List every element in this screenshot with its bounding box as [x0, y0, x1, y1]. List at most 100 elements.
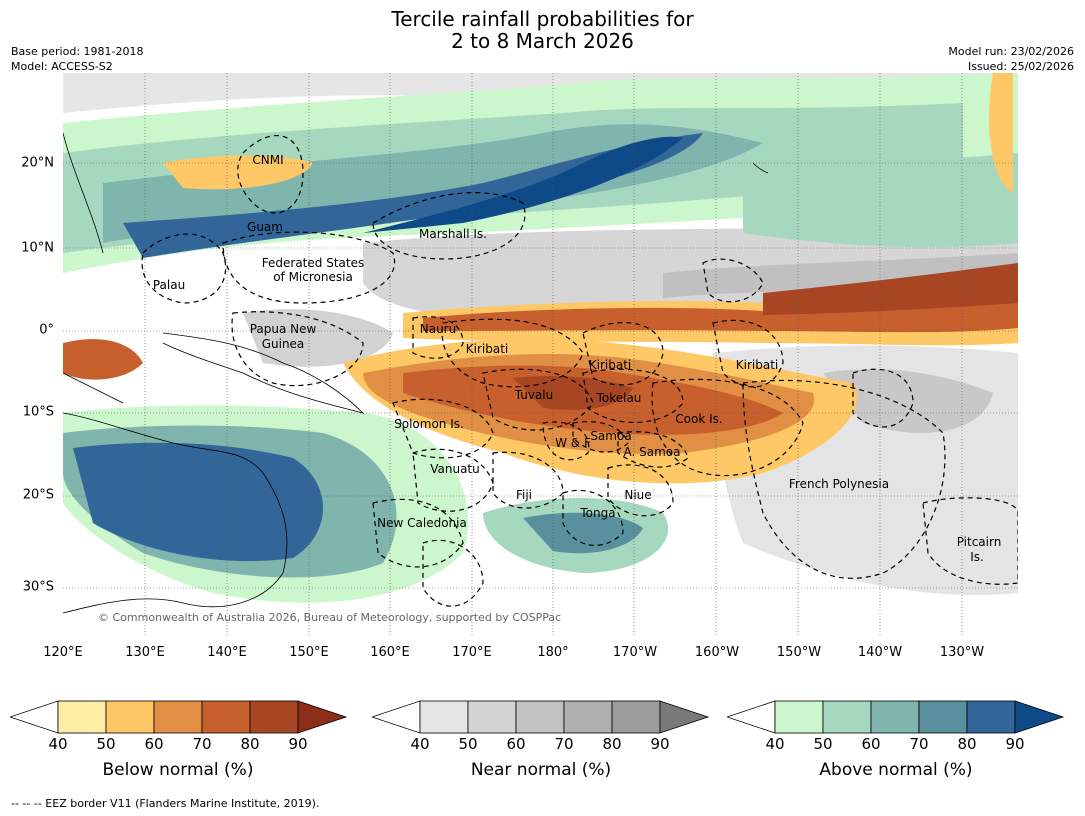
colorbar-tick: 40 — [48, 735, 68, 753]
eez-legend-note: -- -- -- EEZ border V11 (Flanders Marine… — [11, 797, 320, 810]
region-label: French Polynesia — [789, 477, 889, 491]
model-run: Model run: 23/02/2026 — [948, 45, 1074, 58]
near-normal-colorbar — [372, 700, 710, 734]
copyright-notice: © Commonwealth of Australia 2026, Bureau… — [98, 611, 561, 624]
longitude-label: 180° — [537, 645, 569, 660]
longitude-label: 170°E — [452, 645, 492, 660]
region-label: Federated States — [262, 256, 364, 270]
colorbar-tick: 50 — [813, 735, 833, 753]
colorbar-tick: 70 — [909, 735, 929, 753]
region-label: CNMI — [252, 153, 283, 167]
below-normal-colorbar — [10, 700, 348, 734]
latitude-label: 0° — [39, 322, 54, 338]
colorbar-extend-high — [659, 700, 710, 734]
colorbar-tick: 40 — [410, 735, 430, 753]
colorbar-tick: 50 — [458, 735, 478, 753]
colorbar-segment — [611, 700, 661, 734]
longitude-label: 150°E — [289, 645, 329, 660]
region-labels: CNMI Guam Marshall Is. Federated States … — [153, 153, 1001, 564]
region-label: Nauru — [420, 322, 456, 336]
title-line-1: Tercile rainfall probabilities for — [391, 7, 694, 31]
colorbar-segment — [966, 700, 1016, 734]
colorbar-segment — [153, 700, 203, 734]
colorbar-tick: 40 — [765, 735, 785, 753]
colorbar-segment — [918, 700, 968, 734]
region-label: Pitcairn — [957, 535, 1002, 549]
region-label: Marshall Is. — [419, 227, 487, 241]
region-label: Vanuatu — [430, 462, 480, 476]
graticule — [63, 73, 1018, 636]
region-label: Fiji — [516, 488, 532, 502]
region-label: A. Samoa — [624, 445, 681, 459]
above-normal-title: Above normal (%) — [819, 760, 973, 780]
region-label: Is. — [970, 550, 984, 564]
colorbar-segment — [57, 700, 107, 734]
region-label: Guam — [247, 220, 283, 234]
colorbar-segment — [774, 700, 824, 734]
region-label: Palau — [153, 278, 185, 292]
region-label: Cook Is. — [675, 412, 722, 426]
colorbar-extend-high — [1014, 700, 1065, 734]
latitude-label: 10°S — [22, 404, 54, 420]
below-normal-title: Below normal (%) — [102, 760, 254, 780]
map-title: Tercile rainfall probabilities for 2 to … — [0, 8, 1085, 52]
colorbar-segment — [201, 700, 251, 734]
longitude-label: 150°W — [776, 645, 822, 660]
region-label: Tonga — [579, 506, 615, 520]
colorbar-tick: 90 — [288, 735, 308, 753]
latitude-label: 20°N — [21, 155, 54, 171]
region-label: Samoa — [590, 429, 631, 443]
colorbar-tick: 60 — [506, 735, 526, 753]
region-label: W & F — [555, 436, 591, 450]
region-label: Kiribati — [589, 358, 631, 372]
longitude-label: 140°W — [857, 645, 903, 660]
issued-date: Issued: 25/02/2026 — [967, 60, 1074, 73]
longitude-label: 160°E — [370, 645, 410, 660]
colorbar-segment — [467, 700, 517, 734]
region-label: Niue — [624, 488, 651, 502]
near-normal-title: Near normal (%) — [470, 760, 612, 780]
longitude-label: 140°E — [207, 645, 247, 660]
colorbar-segment — [822, 700, 872, 734]
above-normal-colorbar — [727, 700, 1065, 734]
region-label: Kiribati — [466, 342, 508, 356]
latitude-label: 10°N — [21, 240, 54, 256]
colorbar-tick: 90 — [650, 735, 670, 753]
colorbar-tick: 80 — [240, 735, 260, 753]
colorbar-tick: 80 — [602, 735, 622, 753]
coastlines — [63, 132, 769, 614]
longitude-label: 170°W — [612, 645, 658, 660]
region-label: New Caledonia — [377, 516, 467, 530]
colorbar-segment — [563, 700, 613, 734]
colorbar-segment — [105, 700, 155, 734]
model-info: Base period: 1981-2018 Model: ACCESS-S2 — [11, 44, 143, 74]
colorbar-extend-high — [297, 700, 348, 734]
colorbar-tick: 60 — [144, 735, 164, 753]
colorbar-extend-low — [10, 700, 59, 734]
latitude-label: 30°S — [22, 579, 54, 595]
colorbar-extend-low — [372, 700, 421, 734]
title-line-2: 2 to 8 March 2026 — [451, 29, 634, 53]
model-name: Model: ACCESS-S2 — [11, 60, 113, 73]
rainfall-probability-map: CNMI Guam Marshall Is. Federated States … — [63, 73, 1018, 636]
colorbar-tick: 80 — [957, 735, 977, 753]
longitude-label: 120°E — [43, 645, 83, 660]
run-info: Model run: 23/02/2026 Issued: 25/02/2026 — [948, 44, 1074, 74]
colorbar-segment — [249, 700, 299, 734]
longitude-label: 130°E — [125, 645, 165, 660]
longitude-label: 160°W — [694, 645, 740, 660]
above-normal-shading — [63, 73, 1018, 603]
region-label: Kiribati — [736, 358, 778, 372]
region-label: Tuvalu — [514, 388, 554, 402]
region-label: of Micronesia — [273, 270, 353, 284]
colorbar-tick: 70 — [192, 735, 212, 753]
colorbar-tick: 60 — [861, 735, 881, 753]
colorbar-extend-low — [727, 700, 776, 734]
colorbar-segment — [515, 700, 565, 734]
base-period: Base period: 1981-2018 — [11, 45, 144, 58]
colorbar-segment — [419, 700, 469, 734]
longitude-label: 130°W — [939, 645, 985, 660]
eez-borders — [141, 135, 1018, 607]
region-label: Solomon Is. — [394, 417, 464, 431]
region-label: Papua New — [250, 322, 317, 336]
